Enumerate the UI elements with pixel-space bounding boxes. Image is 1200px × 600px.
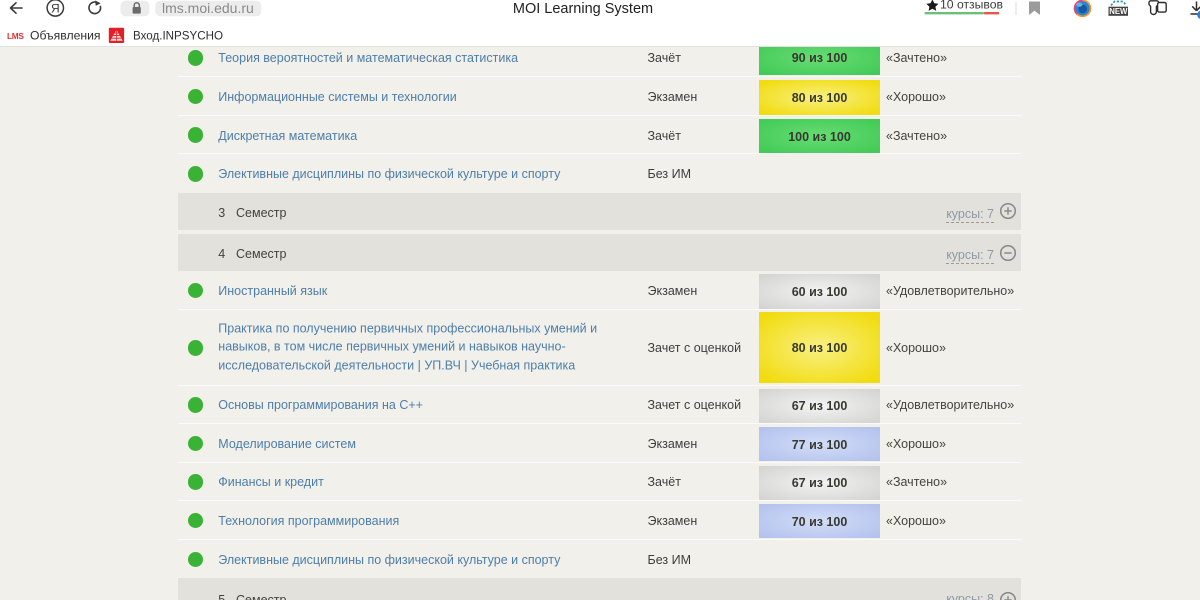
- svg-text:MOI Learning System: MOI Learning System: [513, 1, 653, 17]
- svg-text:10 отзывов: 10 отзывов: [940, 0, 1003, 11]
- svg-text:LMS: LMS: [7, 31, 24, 41]
- svg-text:Объявления: Объявления: [30, 29, 101, 43]
- svg-text:NEW: NEW: [1109, 7, 1128, 16]
- svg-text:Я: Я: [51, 1, 60, 15]
- svg-text:lms.moi.edu.ru: lms.moi.edu.ru: [162, 0, 254, 16]
- svg-text:Вход.INPSYCHO: Вход.INPSYCHO: [133, 30, 223, 43]
